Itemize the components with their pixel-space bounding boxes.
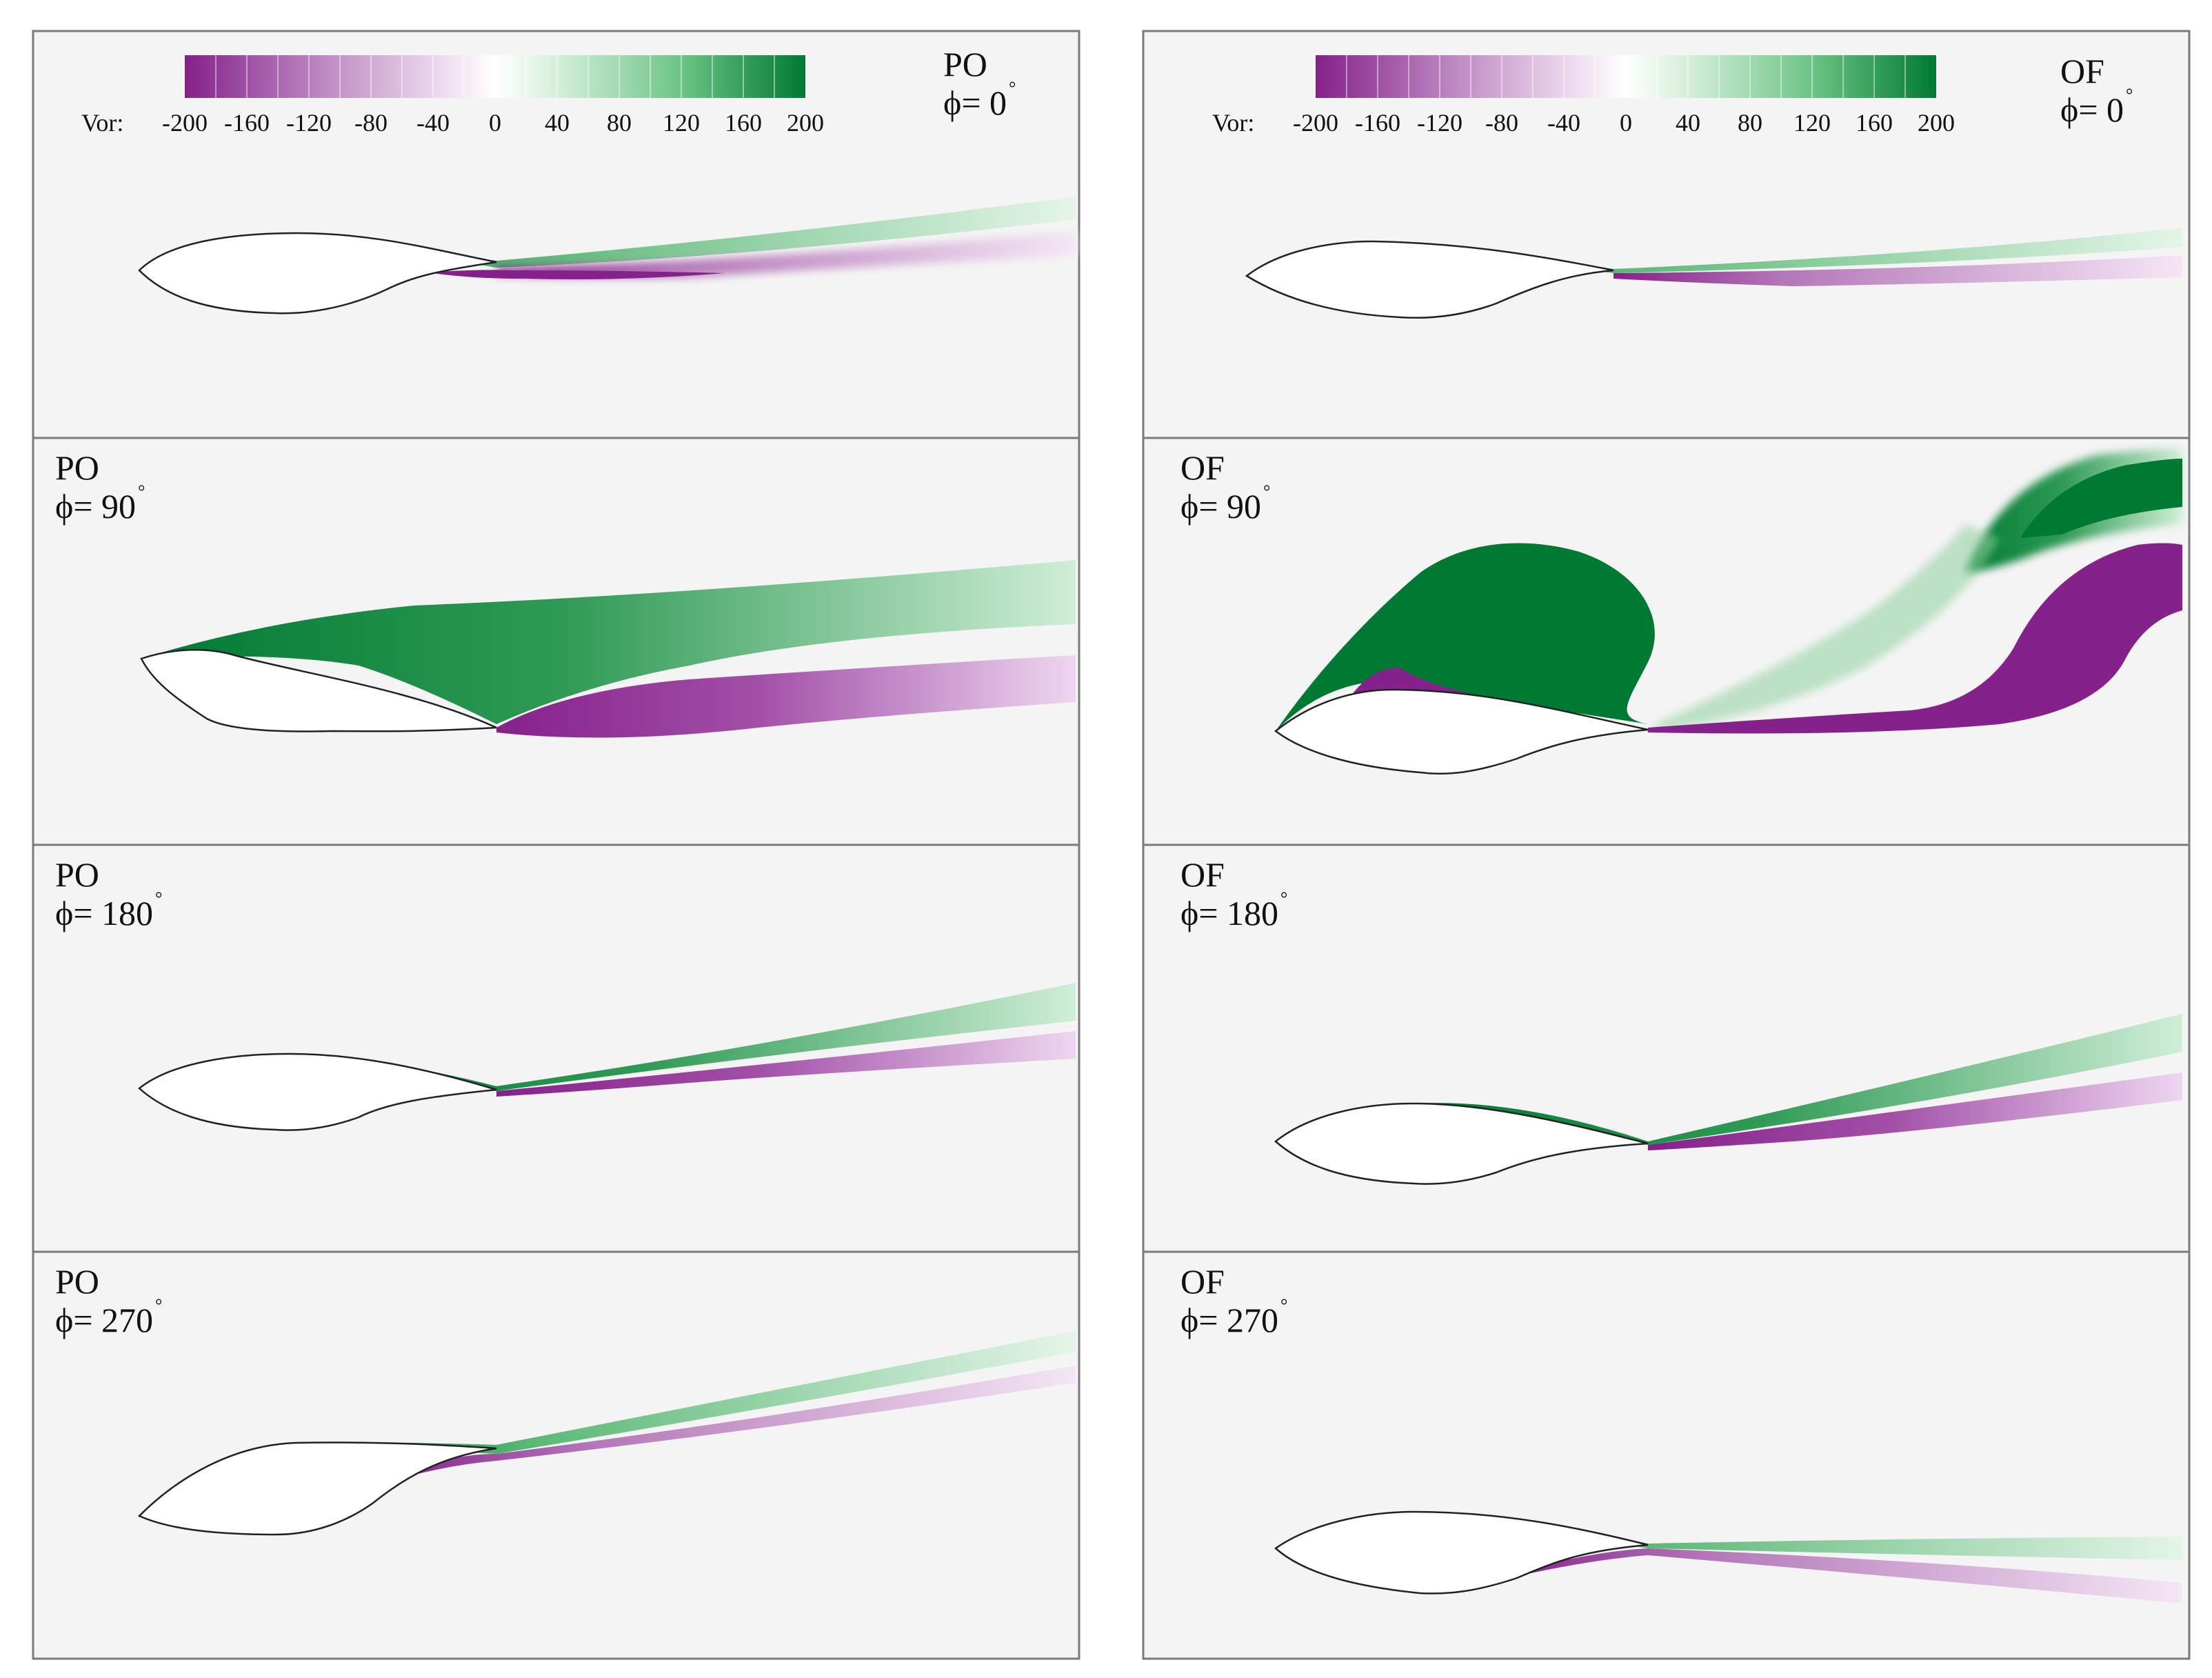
airfoil [138,1052,497,1131]
leading-edge-vortex [1276,543,1655,731]
colorbar-tick-label: -120 [286,109,332,137]
degree-symbol: ° [1280,1295,1287,1315]
colorbar-gradient [1316,55,1936,98]
flow-OF-180 [1274,1014,2182,1185]
wake-negative-core [428,270,724,279]
panel-phase-label: ϕ= 90 [55,487,136,526]
colorbar-tick-label: 80 [607,109,632,137]
colorbar-tick-label: 0 [489,109,501,137]
degree-symbol: ° [138,481,145,501]
wake-negative [496,655,1076,738]
colorbar-tick-label: 0 [1620,109,1632,137]
degree-symbol: ° [155,888,162,908]
colorbar-tick-label: -80 [354,109,388,137]
wake-positive [290,197,1076,268]
flow-PO-90 [140,560,1076,738]
colorbar-tick-label: 40 [545,109,570,137]
degree-symbol: ° [155,1295,162,1315]
colorbar-tick-label: -200 [162,109,208,137]
wake-positive [1414,1512,2182,1560]
colorbar-tick-label: 120 [1793,109,1831,137]
flow-OF-0 [1245,228,2182,319]
colorbar-tick-label: 160 [1856,109,1893,137]
colorbar-OF: Vor: -200 -160 -120 -80 -40 0 40 80 120 160 200 [1212,55,1955,137]
colorbar-tick-label: 200 [1918,109,1955,137]
airfoil [1274,1510,1649,1595]
panel-frames [32,30,2191,1660]
panel-phase-label: ϕ= 0 [2060,90,2124,129]
panel-phase-label: ϕ= 180 [1180,894,1278,932]
wake-negative [1648,1072,2182,1150]
panel-case-label: OF [2060,52,2104,90]
degree-symbol: ° [1009,78,1016,98]
panel-PO-270 [32,1250,1080,1660]
panel-case-label: OF [1180,855,1225,894]
degree-symbol: ° [1280,888,1287,908]
panel-case-label: PO [55,448,99,487]
colorbar-tick-label: 200 [787,109,824,137]
colorbar-label: Vor: [81,109,123,137]
panel-case-label: PO [943,45,987,83]
flow-PO-180 [138,983,1076,1131]
panel-PO-180 [32,843,1080,1253]
airfoil [1274,688,1649,775]
degree-symbol: ° [1263,481,1270,501]
colorbar-tick-label: -40 [416,109,450,137]
airfoil [137,1441,497,1536]
colorbar-tick-label: 120 [663,109,700,137]
wake-positive [290,983,1076,1091]
colorbar-PO: Vor: -200 -160 -120 -80 -40 0 40 80 120 160 200 [81,55,824,137]
panel-case-label: OF [1180,448,1225,487]
colorbar-tick-label: -160 [1355,109,1400,137]
wake-negative [1648,543,2182,734]
airfoil [138,232,497,314]
panel-phase-label: ϕ= 90 [1180,487,1261,526]
colorbar-label: Vor: [1212,109,1254,137]
wake-negative [496,1031,1076,1097]
panel-OF-180 [1142,843,2191,1253]
panel-phase-label: ϕ= 0 [943,83,1007,122]
wake-shear-layer [1655,524,2000,731]
colorbar-tick-label: -80 [1485,109,1518,137]
panel-case-label: OF [1180,1262,1225,1301]
wake-positive [1414,1014,2182,1145]
colorbar-tick-label: 160 [725,109,762,137]
wake-negative [1613,255,2182,286]
panel-phase-label: ϕ= 270 [1180,1301,1278,1339]
panel-phase-label: ϕ= 270 [55,1301,153,1339]
flow-OF-90 [1274,448,2182,775]
airfoil [140,648,497,732]
degree-symbol: ° [2126,85,2133,105]
flow-PO-270 [137,1331,1076,1536]
colorbar-tick-label: -200 [1293,109,1338,137]
colorbar-tick-label: -40 [1547,109,1580,137]
panel-OF-0 [1142,30,2191,439]
panel-case-label: PO [55,855,99,894]
colorbar-tick-label: 40 [1676,109,1700,137]
wake-positive [141,560,1076,724]
wake-positive [1372,228,2182,273]
colorbar-tick-label: -120 [1417,109,1462,137]
panel-phase-label: ϕ= 180 [55,894,153,932]
flow-OF-270 [1274,1510,2182,1604]
airfoil [1274,1102,1649,1185]
wake-negative [1503,1548,2182,1604]
colorbar-tick-label: 80 [1738,109,1762,137]
colorbar-tick-label: -160 [224,109,270,137]
upper-right-vortex-core [2020,459,2182,538]
panel-case-label: PO [55,1262,99,1301]
panel-OF-270 [1142,1250,2191,1660]
airfoil [1245,240,1614,319]
panel-labels: POϕ= 0 °POϕ= 90 °POϕ= 180 °POϕ= 270 °OFϕ= 0 °… [55,45,2133,1339]
wake-negative [496,231,1076,278]
flow-PO-0 [138,197,1076,314]
wake-negative [386,1366,1076,1483]
colorbar-gradient [185,55,805,98]
